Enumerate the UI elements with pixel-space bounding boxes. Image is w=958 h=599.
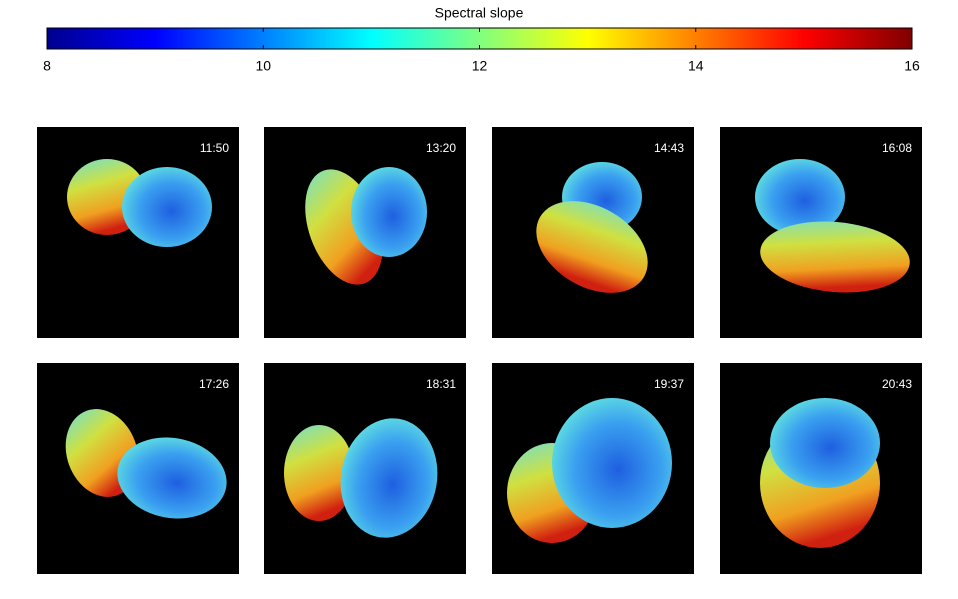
nucleus-lobe [340,418,438,538]
nucleus-lobe [770,398,880,488]
panel: 20:43 [720,363,922,574]
nucleus-lobe [552,398,672,528]
time-label: 14:43 [654,141,684,155]
tick-label: 16 [904,58,920,74]
time-label: 13:20 [426,141,456,155]
panel: 19:37 [492,363,694,574]
nucleus-lobe [284,425,354,521]
time-label: 11:50 [200,141,229,155]
panel: 17:26 [37,363,239,574]
nucleus-lobe [351,167,427,257]
panel: 14:43 [492,127,694,338]
tick-label: 8 [43,58,51,74]
nucleus-lobe [122,167,212,247]
time-label: 16:08 [882,141,912,155]
tick-label: 12 [472,58,488,74]
nucleus-lobe [760,221,910,293]
tick-label: 14 [688,58,704,74]
panel: 11:50 [37,127,239,338]
time-label: 19:37 [654,377,684,391]
panel: 13:20 [264,127,466,338]
nucleus-lobe [536,201,648,293]
time-label: 17:26 [199,377,229,391]
panel: 18:31 [264,363,466,574]
time-label: 20:43 [882,377,912,391]
panel: 16:08 [720,127,922,338]
nucleus-lobe [755,159,845,235]
tick-label: 10 [255,58,271,74]
nucleus-lobe [117,437,227,519]
time-label: 18:31 [426,377,456,391]
colorbar-title: Spectral slope [435,5,524,21]
